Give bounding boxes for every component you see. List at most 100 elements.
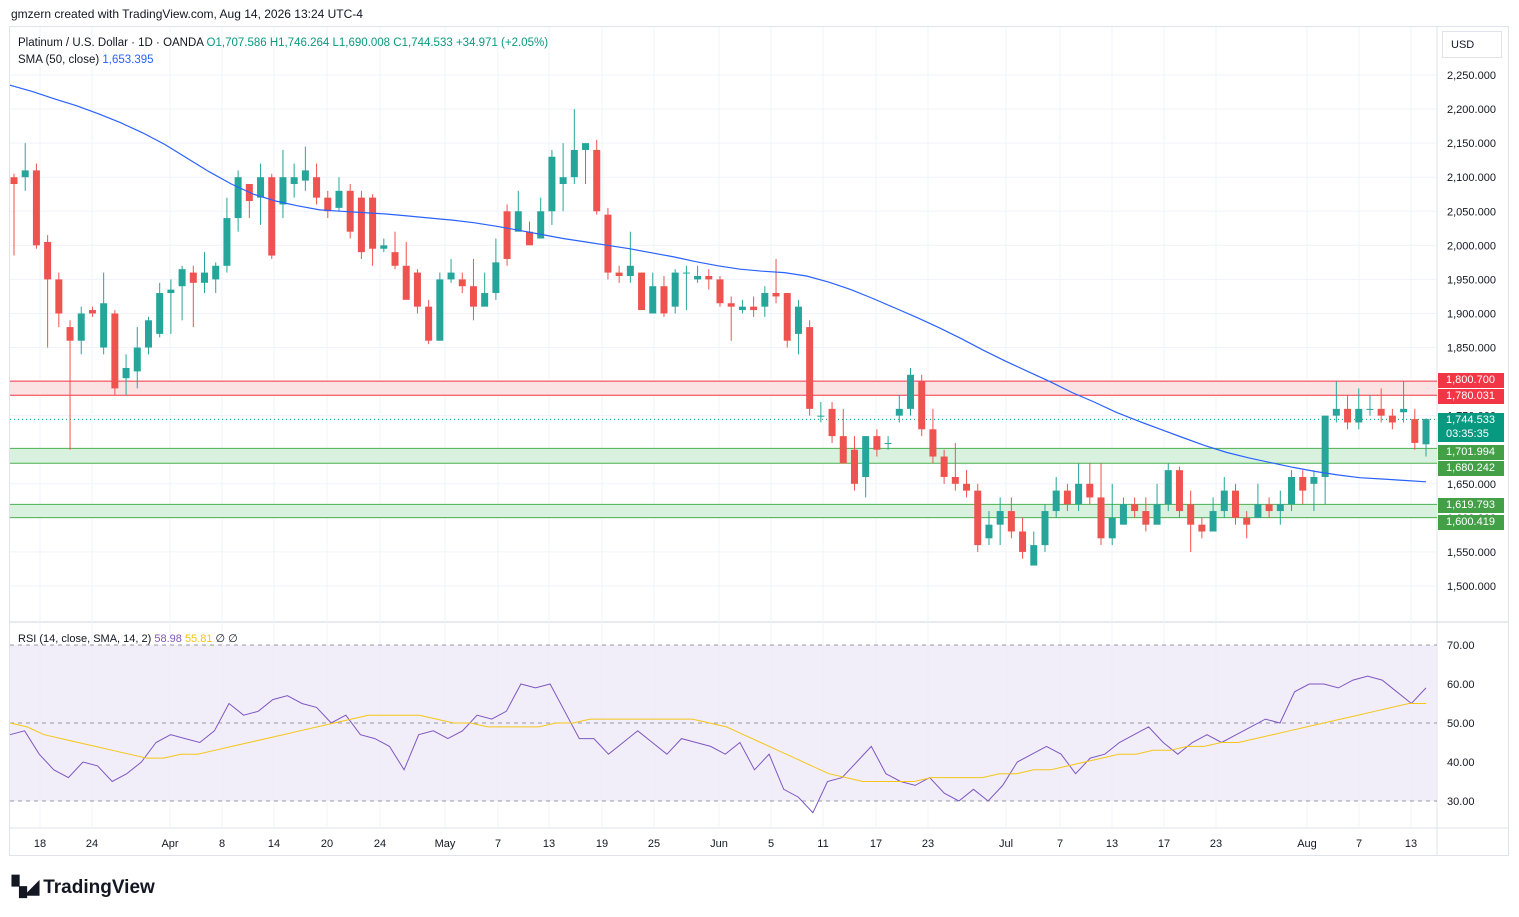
candle-body (234, 177, 242, 219)
close-value: C1,744.533 (393, 37, 453, 49)
price-tick-label: 2,150.000 (1447, 138, 1496, 150)
candle-body (839, 436, 847, 464)
candle-body (380, 245, 388, 249)
rsi-tick-label: 70.00 (1447, 640, 1475, 652)
rsi-extra: ∅ ∅ (215, 633, 238, 645)
candle-body (1332, 408, 1340, 416)
candle-body (537, 211, 545, 239)
time-tick-label: 7 (1057, 838, 1063, 850)
time-tick-label: 7 (495, 838, 501, 850)
price-tick-label: 2,100.000 (1447, 172, 1496, 184)
candle-body (1041, 511, 1049, 546)
candle-body (1175, 470, 1183, 512)
price-tick-label: 1,850.000 (1447, 343, 1496, 355)
price-tick-label: 2,200.000 (1447, 104, 1496, 116)
support1-bottom-tag: 1,680.242 (1438, 461, 1504, 476)
candle-body (918, 381, 926, 430)
candle-body (100, 303, 108, 348)
candle-body (1007, 511, 1015, 532)
candle-body (660, 286, 668, 314)
time-tick-label: 14 (268, 838, 280, 850)
time-tick-label: 25 (648, 838, 660, 850)
candle-body (514, 211, 522, 232)
price-legend: Platinum / U.S. Dollar · 1D · OANDA O1,7… (18, 35, 548, 69)
last-price-tag: 1,744.533 (1438, 413, 1504, 428)
time-tick-label: 13 (1405, 838, 1417, 850)
time-tick-label: 20 (321, 838, 333, 850)
price-tick-label: 1,950.000 (1447, 274, 1496, 286)
candle-body (469, 286, 477, 307)
candle-body (156, 293, 164, 334)
candle-body (974, 490, 982, 546)
currency-selector[interactable]: USD (1442, 31, 1502, 58)
candle-body (223, 218, 231, 266)
candle-body (436, 279, 444, 341)
candle-body (951, 476, 959, 484)
chart-credit: gmzern created with TradingView.com, Aug… (11, 7, 363, 21)
candle-body (817, 415, 825, 417)
candle-body (929, 429, 937, 457)
candle-body (458, 279, 466, 287)
candle-body (615, 272, 623, 276)
candle-body (1310, 476, 1318, 484)
candle-body (1019, 531, 1027, 552)
candle-body (559, 177, 567, 185)
time-tick-label: 13 (543, 838, 555, 850)
candle-body (212, 265, 220, 280)
candle-body (1388, 415, 1396, 423)
candle-body (1265, 504, 1273, 512)
price-tick-label: 1,550.000 (1447, 547, 1496, 559)
price-tick-label: 2,050.000 (1447, 206, 1496, 218)
candle-body (88, 310, 96, 314)
candle-body (1400, 408, 1408, 413)
candle-body (548, 156, 556, 212)
rsi-value: 58.98 (154, 633, 182, 645)
candle-body (570, 149, 578, 178)
candle-body (1276, 504, 1284, 512)
rsi-name[interactable]: RSI (14, close, SMA, 14, 2) (18, 633, 152, 645)
candle-body (738, 306, 746, 311)
candle-body (492, 262, 500, 294)
time-tick-label: 17 (1158, 838, 1170, 850)
rsi-ma-line (9, 703, 1426, 782)
candle-body (313, 177, 321, 198)
time-tick-label: 24 (374, 838, 386, 850)
resist-top-tag: 1,800.700 (1438, 373, 1504, 388)
candle-body (111, 313, 119, 389)
support2-bottom-tag: 1,600.419 (1438, 515, 1504, 530)
candle-body (862, 436, 870, 477)
candle-body (1344, 408, 1352, 423)
candle-body (1299, 476, 1307, 491)
candle-body (369, 197, 377, 249)
rsi-tick-label: 40.00 (1447, 757, 1475, 769)
candle-body (1355, 408, 1363, 423)
candle-body (1052, 490, 1060, 512)
candle-body (77, 313, 85, 341)
candle-body (1422, 419, 1430, 445)
symbol-title[interactable]: Platinum / U.S. Dollar · 1D · OANDA (18, 37, 204, 49)
candle-body (1220, 490, 1228, 512)
time-tick-label: 19 (596, 838, 608, 850)
candle-body (189, 272, 197, 283)
candle-body (873, 436, 881, 450)
tradingview-logo[interactable]: ▚◢ TradingView (12, 876, 155, 899)
candle-body (257, 177, 265, 198)
candle-body (1187, 504, 1195, 525)
candle-body (638, 272, 646, 311)
candle-body (1243, 517, 1251, 525)
candle-body (1153, 504, 1161, 525)
candle-body (413, 272, 421, 307)
sma-name[interactable]: SMA (50, close) (18, 54, 100, 66)
candle-body (1209, 511, 1217, 532)
open-value: O1,707.586 (206, 37, 267, 49)
candle-body (1366, 408, 1374, 410)
candle-body (290, 177, 298, 185)
candle-body (828, 408, 836, 437)
candle-body (783, 293, 791, 341)
support-zone-1 (10, 448, 1437, 464)
candle-body (402, 265, 410, 300)
candle-body (772, 293, 780, 297)
price-tick-label: 1,500.000 (1447, 581, 1496, 593)
candle-body (503, 211, 511, 259)
